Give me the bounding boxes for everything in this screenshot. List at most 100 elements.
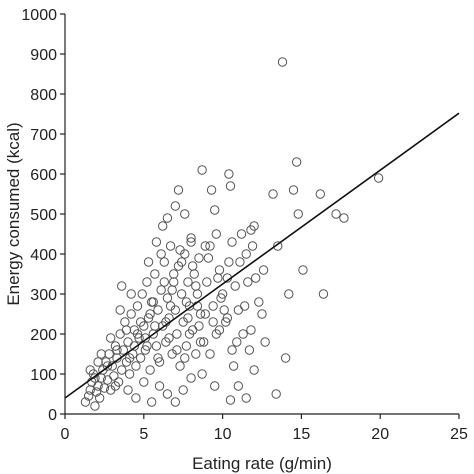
data-point: [233, 381, 244, 391]
data-point: [254, 297, 264, 307]
data-point: [236, 229, 247, 239]
data-point: [224, 257, 234, 267]
data-point: [132, 301, 143, 311]
data-point: [315, 189, 326, 199]
data-point: [143, 313, 154, 323]
data-point: [154, 357, 165, 367]
data-point: [183, 313, 193, 323]
data-point: [139, 377, 149, 387]
data-point: [192, 289, 203, 299]
data-point: [284, 289, 294, 299]
data-point: [232, 337, 242, 347]
data-point: [99, 383, 110, 393]
data-point: [241, 249, 251, 259]
data-point: [172, 329, 182, 339]
data-point: [102, 361, 113, 371]
y-axis-label: Energy consumed (kcal): [4, 122, 23, 305]
data-point: [211, 229, 221, 239]
data-point: [93, 381, 103, 391]
y-tick-label: 500: [30, 207, 57, 224]
data-point: [217, 289, 228, 299]
data-point: [183, 277, 193, 287]
data-point: [249, 365, 259, 375]
data-point: [250, 273, 261, 283]
data-point: [123, 385, 133, 395]
data-point: [200, 241, 210, 251]
y-tick-label: 400: [30, 247, 57, 264]
data-point: [109, 371, 119, 381]
data-point: [175, 245, 185, 255]
data-point: [121, 325, 132, 335]
data-point: [169, 277, 179, 287]
data-point: [268, 189, 278, 199]
data-point: [90, 373, 100, 383]
data-point: [170, 397, 181, 407]
data-point: [83, 391, 94, 401]
data-point: [176, 289, 187, 299]
data-point: [224, 169, 234, 179]
data-point: [184, 329, 195, 339]
data-point: [137, 289, 147, 299]
data-point: [142, 277, 152, 287]
data-point: [115, 329, 125, 339]
y-tick-label: 300: [30, 287, 57, 304]
data-point: [200, 309, 210, 319]
data-point: [271, 389, 281, 399]
data-point: [205, 241, 215, 251]
data-point: [148, 297, 158, 307]
data-point: [167, 285, 177, 295]
data-point: [115, 305, 125, 315]
data-point: [154, 381, 165, 391]
data-point: [126, 309, 136, 319]
data-point: [233, 305, 244, 315]
data-point: [187, 261, 198, 271]
data-point: [173, 185, 184, 195]
x-tick-label: 20: [371, 426, 389, 443]
data-point: [197, 165, 207, 175]
data-point: [93, 357, 103, 367]
data-point: [94, 393, 105, 403]
data-point: [298, 265, 308, 275]
data-point: [118, 345, 129, 355]
data-point: [132, 329, 143, 339]
data-point: [186, 237, 196, 247]
data-point: [181, 297, 192, 307]
data-point: [273, 241, 283, 251]
data-point: [159, 277, 169, 287]
data-point: [227, 345, 237, 355]
data-point: [243, 277, 253, 287]
data-point: [194, 321, 204, 331]
data-point: [288, 185, 299, 195]
data-point: [153, 305, 163, 315]
data-point: [124, 353, 135, 363]
data-point: [238, 329, 248, 339]
data-point: [244, 345, 255, 355]
data-point: [339, 213, 349, 223]
y-tick-label: 800: [30, 87, 57, 104]
data-point: [135, 353, 146, 363]
data-point: [230, 281, 240, 291]
data-point: [156, 285, 166, 295]
data-point: [142, 341, 152, 351]
x-axis: 0 5 10 15 20 25: [61, 414, 468, 443]
data-point: [150, 321, 160, 331]
data-point: [241, 393, 251, 403]
y-axis: 0 100 200 300 400 500 600 700 800 900 1000: [21, 7, 65, 424]
data-point: [162, 293, 173, 303]
y-tick-label: 900: [30, 47, 57, 64]
data-point: [260, 337, 270, 347]
data-point: [110, 341, 121, 351]
data-point: [191, 349, 201, 359]
data-point: [318, 289, 329, 299]
data-point: [227, 237, 237, 247]
data-point: [280, 353, 291, 363]
data-point: [145, 309, 155, 319]
x-tick-label: 0: [61, 426, 70, 443]
data-point: [206, 185, 217, 195]
data-point: [126, 289, 136, 299]
data-point: [176, 257, 187, 267]
data-point: [246, 225, 256, 235]
data-point: [258, 265, 269, 275]
data-point: [239, 301, 250, 311]
